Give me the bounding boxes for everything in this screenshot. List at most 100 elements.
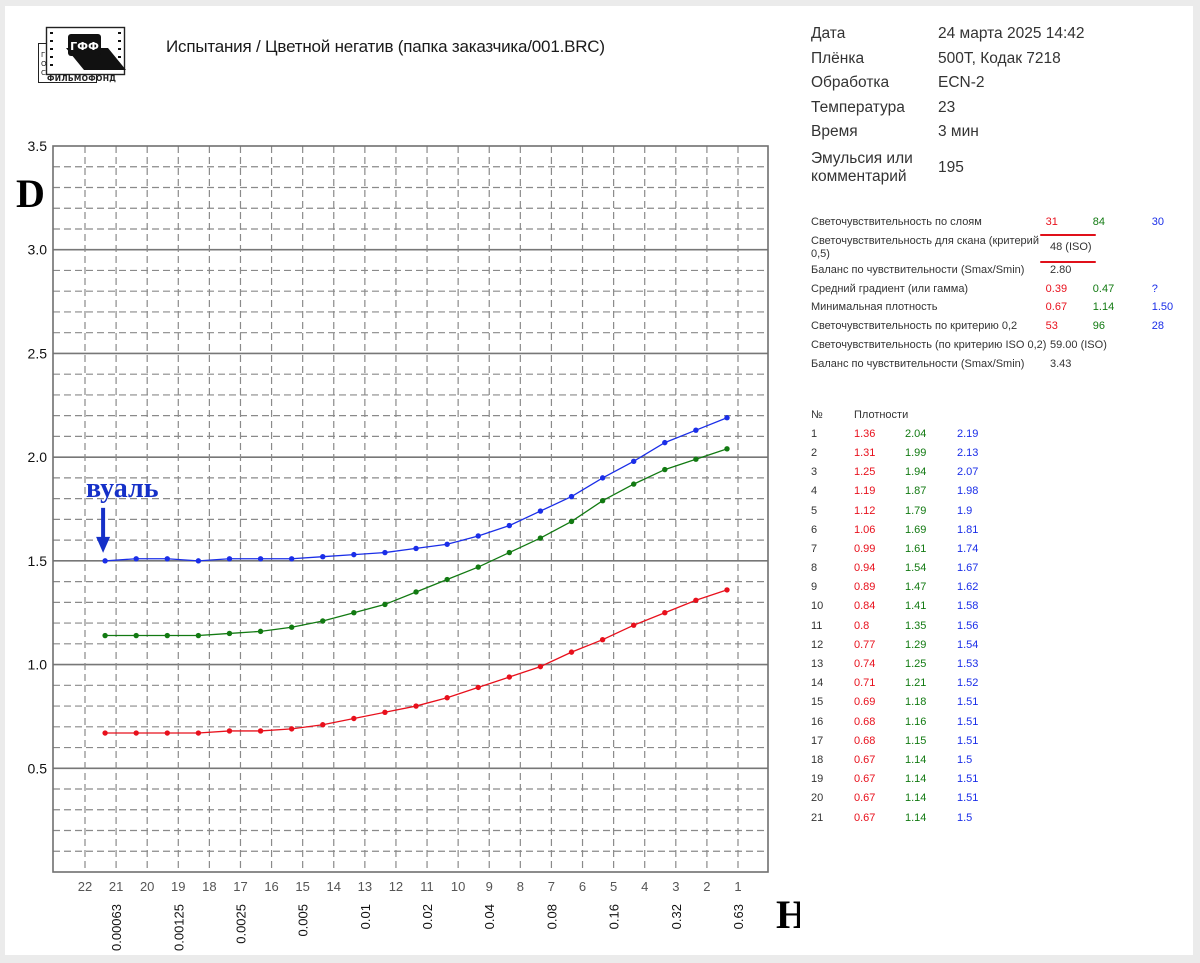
- data-point-blue: [537, 508, 544, 514]
- x-step-label: 8: [517, 879, 524, 894]
- param-row: Светочувствительность по слоям 31 84 30: [811, 214, 1191, 233]
- step-number: 9: [811, 581, 818, 594]
- data-point-red: [506, 674, 513, 680]
- data-point-blue: [662, 439, 668, 446]
- data-point-blue: [631, 458, 637, 464]
- data-point-red: [351, 715, 357, 722]
- plot-frame: [52, 145, 769, 873]
- density-table: № Плотности 1 1.36 2.04 2.19 2 1.31 1.99 2.13 3 1…: [811, 405, 1071, 827]
- density-blue: 1.74: [957, 542, 979, 555]
- step-number: 17: [811, 734, 824, 747]
- x-axis-label: H: [776, 892, 800, 937]
- density-red: 0.67: [854, 773, 876, 786]
- density-red: 0.94: [854, 562, 876, 575]
- data-point-green: [133, 632, 139, 639]
- param-row: Баланс по чувствительности (Smax/Smin) 2…: [811, 262, 1191, 281]
- column-header-densities: Плотности: [854, 408, 909, 421]
- data-point-blue: [102, 558, 108, 564]
- data-point-blue: [444, 541, 450, 547]
- param-value: 3.43: [1050, 357, 1072, 370]
- page-title: Испытания / Цветной негатив (папка заказ…: [166, 37, 605, 56]
- density-green: 1.21: [905, 677, 927, 690]
- step-number: 14: [811, 677, 824, 690]
- data-point-green: [631, 481, 637, 487]
- data-point-blue: [413, 545, 419, 552]
- table-row: 5 1.12 1.79 1.9: [811, 501, 1071, 520]
- data-point-red: [195, 730, 202, 736]
- density-red: 0.67: [854, 811, 876, 824]
- density-green: 1.69: [905, 523, 927, 536]
- density-blue: 1.51: [957, 696, 979, 709]
- info-key: Время: [811, 123, 858, 140]
- step-number: 15: [811, 696, 824, 709]
- info-row-time: Время 3 мин: [811, 120, 1191, 145]
- density-blue: 1.67: [957, 562, 979, 575]
- step-number: 1: [811, 427, 818, 440]
- data-point-green: [320, 618, 326, 624]
- table-row: 15 0.69 1.18 1.51: [811, 693, 1071, 712]
- density-red: 1.31: [854, 446, 876, 459]
- data-point-red: [724, 587, 730, 593]
- density-red: 0.68: [854, 734, 876, 747]
- step-number: 21: [811, 811, 824, 824]
- density-green: 1.47: [905, 581, 927, 594]
- density-table-header: № Плотности: [811, 405, 1071, 424]
- data-point-red: [662, 610, 668, 616]
- step-number: 18: [811, 753, 824, 766]
- density-green: 1.61: [905, 542, 927, 555]
- x-step-label: 1: [734, 879, 741, 894]
- data-point-red: [288, 726, 295, 732]
- table-row: 6 1.06 1.69 1.81: [811, 520, 1071, 539]
- data-point-red: [693, 597, 699, 603]
- density-blue: 1.5: [957, 753, 973, 766]
- data-point-green: [102, 632, 108, 639]
- density-blue: 1.51: [957, 734, 979, 747]
- x-step-label: 21: [109, 879, 123, 894]
- density-blue: 1.81: [957, 523, 979, 536]
- x-step-label: 5: [610, 879, 617, 894]
- series-line-red: [105, 589, 728, 734]
- density-blue: 1.98: [957, 485, 979, 498]
- density-blue: 1.56: [957, 619, 979, 632]
- density-blue: 1.53: [957, 658, 979, 671]
- density-green: 1.54: [905, 562, 927, 575]
- data-point-green: [351, 610, 357, 616]
- density-green: 1.41: [905, 600, 927, 613]
- density-red: 0.69: [854, 696, 876, 709]
- x-step-label: 9: [486, 879, 493, 894]
- film-info: Дата 24 марта 2025 14:42 Плёнка 500T, Ко…: [811, 22, 1191, 186]
- data-point-blue: [693, 427, 699, 433]
- param-row: Светочувствительность (по критерию ISO 0…: [811, 337, 1191, 356]
- param-key: Светочувствительность для скана (критери…: [811, 234, 1039, 261]
- density-green: 1.18: [905, 696, 927, 709]
- x-exposure-label: 0.63: [731, 904, 746, 929]
- y-tick-label: 3.0: [28, 242, 48, 258]
- red-underline-bottom: [1040, 260, 1096, 264]
- y-tick-label: 3.5: [28, 138, 48, 154]
- data-point-green: [693, 456, 699, 462]
- data-point-red: [631, 622, 637, 628]
- data-point-red: [133, 730, 139, 736]
- table-row: 8 0.94 1.54 1.67: [811, 559, 1071, 578]
- x-step-label: 14: [327, 879, 341, 894]
- table-row: 11 0.8 1.35 1.56: [811, 616, 1071, 635]
- data-point-blue: [506, 522, 513, 529]
- density-green: 1.14: [905, 773, 927, 786]
- density-blue: 1.58: [957, 600, 979, 613]
- step-number: 19: [811, 773, 824, 786]
- data-point-green: [195, 632, 202, 639]
- param-row: Средний градиент (или гамма) 0.39 0.47 ?: [811, 281, 1191, 300]
- density-blue: 1.62: [957, 581, 979, 594]
- table-row: 3 1.25 1.94 2.07: [811, 463, 1071, 482]
- y-tick-label: 1.0: [28, 657, 48, 673]
- density-blue: 1.5: [957, 811, 973, 824]
- density-red: 0.74: [854, 658, 876, 671]
- data-point-red: [164, 730, 170, 736]
- red-underline-top: [1040, 233, 1096, 237]
- x-step-label: 22: [78, 879, 92, 894]
- param-key: Баланс по чувствительности (Smax/Smin): [811, 263, 1025, 276]
- table-row: 13 0.74 1.25 1.53: [811, 654, 1071, 673]
- step-number: 6: [811, 523, 818, 536]
- table-row: 20 0.67 1.14 1.51: [811, 789, 1071, 808]
- density-green: 1.79: [905, 504, 927, 517]
